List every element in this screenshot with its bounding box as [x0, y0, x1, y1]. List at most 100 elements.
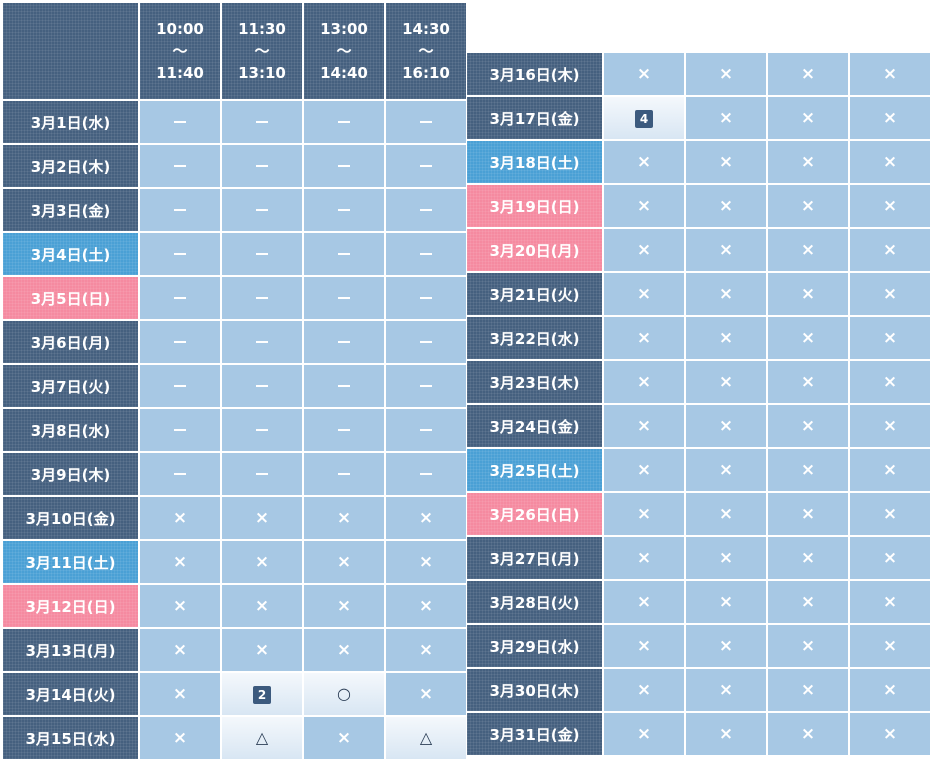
- full-icon: ×: [718, 636, 734, 656]
- full-icon: ×: [800, 240, 816, 260]
- full-icon: ×: [418, 508, 434, 528]
- slot-unavailable: [140, 101, 220, 143]
- full-icon: ×: [636, 460, 652, 480]
- slot-full: ×: [686, 273, 766, 315]
- slot-full: ×: [686, 581, 766, 623]
- full-icon: ×: [636, 548, 652, 568]
- date-row: 3月24日(金) × × × ×: [467, 405, 930, 447]
- slot-full: ×: [386, 629, 466, 671]
- time-slot-header: 11:30 〜 13:10: [222, 3, 302, 99]
- slot-full: ×: [850, 449, 930, 491]
- full-icon: ×: [718, 108, 734, 128]
- date-row: 3月7日(火): [3, 365, 466, 407]
- dash-icon: [420, 473, 432, 475]
- date-label: 3月27日(月): [467, 537, 602, 579]
- slot-unavailable: [140, 189, 220, 231]
- dash-icon: [256, 473, 268, 475]
- slot-remaining-button[interactable]: 4: [604, 97, 684, 139]
- full-icon: ×: [336, 640, 352, 660]
- slot-few-button[interactable]: △: [386, 717, 466, 759]
- slot-full: ×: [768, 669, 848, 711]
- slot-full: ×: [850, 53, 930, 95]
- dash-icon: [256, 253, 268, 255]
- full-icon: ×: [718, 416, 734, 436]
- full-icon: ×: [636, 636, 652, 656]
- slot-full: ×: [768, 317, 848, 359]
- full-icon: ×: [882, 724, 898, 744]
- slot-unavailable: [140, 321, 220, 363]
- time-slot-header: 13:00 〜 14:40: [304, 3, 384, 99]
- slot-full: ×: [850, 141, 930, 183]
- date-row: 3月29日(水) × × × ×: [467, 625, 930, 667]
- date-row: 3月26日(日) × × × ×: [467, 493, 930, 535]
- slot-full: ×: [686, 449, 766, 491]
- slot-full: ×: [222, 585, 302, 627]
- full-icon: ×: [718, 152, 734, 172]
- dash-icon: [420, 209, 432, 211]
- slot-full: ×: [222, 629, 302, 671]
- full-icon: ×: [800, 416, 816, 436]
- full-icon: ×: [800, 328, 816, 348]
- full-icon: ×: [336, 728, 352, 748]
- full-icon: ×: [636, 328, 652, 348]
- date-row: 3月3日(金): [3, 189, 466, 231]
- dash-icon: [420, 297, 432, 299]
- slot-full: ×: [140, 541, 220, 583]
- slot-full: ×: [604, 625, 684, 667]
- slot-full: ×: [304, 585, 384, 627]
- slot-unavailable: [222, 277, 302, 319]
- date-row: 3月30日(木) × × × ×: [467, 669, 930, 711]
- slot-full: ×: [850, 537, 930, 579]
- dash-icon: [420, 429, 432, 431]
- dash-icon: [420, 121, 432, 123]
- slot-remaining-button[interactable]: 2: [222, 673, 302, 715]
- slot-unavailable: [386, 233, 466, 275]
- slot-separator: 〜: [254, 42, 270, 60]
- full-icon: ×: [336, 596, 352, 616]
- slot-full: ×: [686, 317, 766, 359]
- slot-open-button[interactable]: ○: [304, 673, 384, 715]
- date-row: 3月1日(水): [3, 101, 466, 143]
- date-label: 3月25日(土): [467, 449, 602, 491]
- date-label: 3月7日(火): [3, 365, 138, 407]
- date-row: 3月17日(金) 4 × × ×: [467, 97, 930, 139]
- slot-full: ×: [768, 185, 848, 227]
- full-icon: ×: [636, 504, 652, 524]
- date-row: 3月9日(木): [3, 453, 466, 495]
- date-label: 3月16日(木): [467, 53, 602, 95]
- slot-unavailable: [304, 365, 384, 407]
- full-icon: ×: [636, 240, 652, 260]
- full-icon: ×: [172, 728, 188, 748]
- slot-full: ×: [304, 497, 384, 539]
- slot-full: ×: [140, 497, 220, 539]
- slot-unavailable: [386, 101, 466, 143]
- slot-separator: 〜: [418, 42, 434, 60]
- slot-full: ×: [604, 449, 684, 491]
- date-label: 3月26日(日): [467, 493, 602, 535]
- full-icon: ×: [254, 552, 270, 572]
- date-row: 3月27日(月) × × × ×: [467, 537, 930, 579]
- slot-full: ×: [686, 537, 766, 579]
- full-icon: ×: [718, 592, 734, 612]
- date-label: 3月13日(月): [3, 629, 138, 671]
- slot-unavailable: [304, 233, 384, 275]
- full-icon: ×: [718, 724, 734, 744]
- date-label: 3月8日(水): [3, 409, 138, 451]
- full-icon: ×: [882, 680, 898, 700]
- slot-full: ×: [140, 629, 220, 671]
- slot-full: ×: [850, 97, 930, 139]
- slot-full: ×: [768, 449, 848, 491]
- slot-full: ×: [686, 625, 766, 667]
- slot-full: ×: [140, 585, 220, 627]
- slot-full: ×: [604, 493, 684, 535]
- full-icon: ×: [882, 284, 898, 304]
- slot-full: ×: [604, 273, 684, 315]
- date-row: 3月16日(木) × × × ×: [467, 53, 930, 95]
- full-icon: ×: [172, 552, 188, 572]
- slot-few-button[interactable]: △: [222, 717, 302, 759]
- full-icon: ×: [636, 196, 652, 216]
- slot-full: ×: [768, 361, 848, 403]
- dash-icon: [174, 385, 186, 387]
- full-icon: ×: [800, 372, 816, 392]
- date-label: 3月15日(水): [3, 717, 138, 759]
